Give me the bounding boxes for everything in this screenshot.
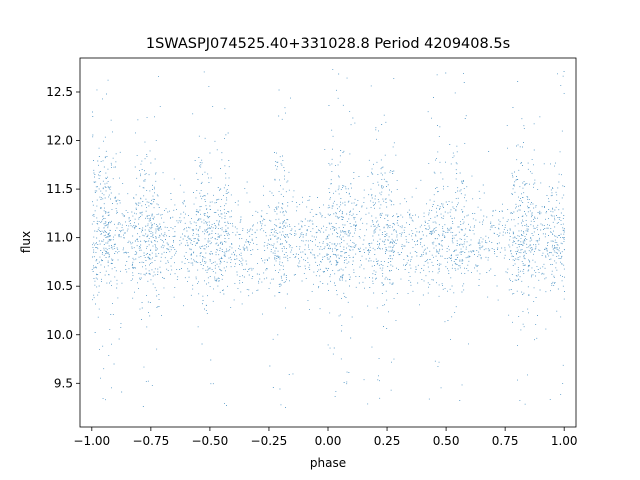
x-axis-label: phase [310, 456, 346, 470]
x-axis: −1.00 −0.75 −0.50 −0.25 0.00 0.25 0.50 0.75 1.00 [73, 427, 578, 448]
x-tick-label: 0.50 [433, 434, 460, 448]
data-point-cloud [91, 68, 565, 408]
x-tick-label: 0.25 [374, 434, 401, 448]
y-tick-label: 12.0 [46, 134, 73, 148]
x-tick-label: 0.75 [492, 434, 519, 448]
x-tick-label: 0.00 [315, 434, 342, 448]
chart-title: 1SWASPJ074525.40+331028.8 Period 4209408… [146, 36, 510, 52]
plot-frame [79, 57, 577, 428]
x-tick-label: −0.50 [192, 434, 229, 448]
y-tick-label: 10.5 [46, 279, 73, 293]
x-tick-label: 1.00 [551, 434, 578, 448]
x-tick-label: −0.75 [132, 434, 169, 448]
x-tick-label: −1.00 [73, 434, 110, 448]
y-tick-label: 11.5 [46, 182, 73, 196]
y-axis: 9.5 10.0 10.5 11.0 11.5 12.0 12.5 [46, 85, 80, 390]
y-axis-label: flux [19, 231, 33, 253]
y-tick-label: 10.0 [46, 328, 73, 342]
y-tick-label: 12.5 [46, 85, 73, 99]
scatter-points [91, 68, 565, 408]
y-tick-label: 11.0 [46, 231, 73, 245]
x-tick-label: −0.25 [251, 434, 288, 448]
y-tick-label: 9.5 [54, 376, 73, 390]
